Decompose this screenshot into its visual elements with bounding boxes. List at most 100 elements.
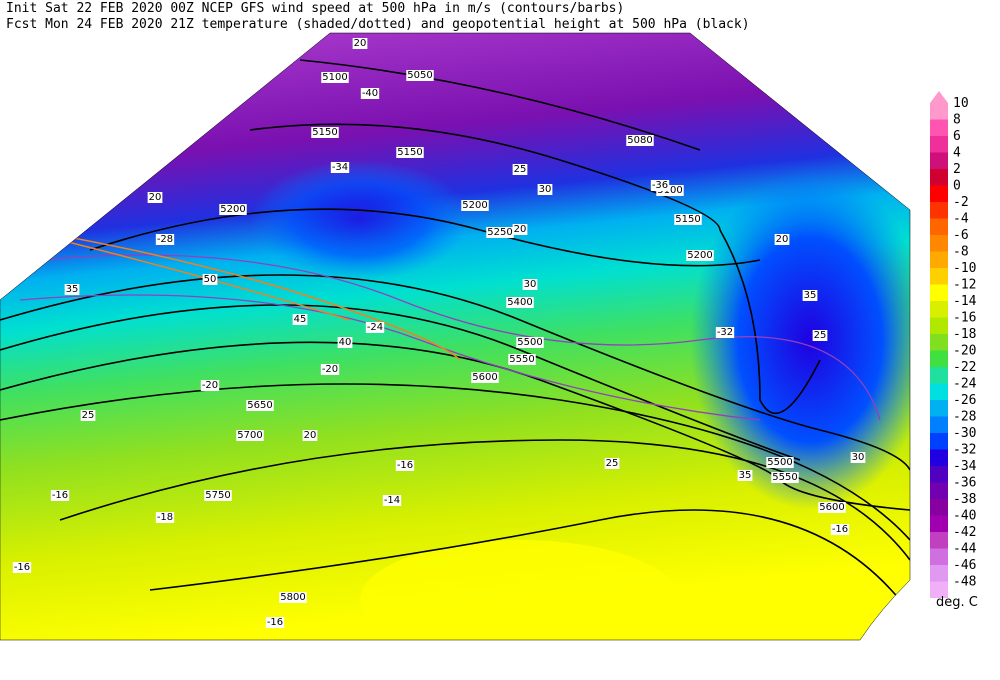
colorbar-tick-label: -42 xyxy=(953,525,976,540)
colorbar-tick-label: -34 xyxy=(953,459,977,474)
colorbar-swatch xyxy=(930,449,948,466)
colorbar-swatch xyxy=(930,433,948,450)
label-box xyxy=(155,512,175,523)
colorbar-tick-label: -24 xyxy=(953,377,977,392)
colorbar-tick-label: -16 xyxy=(953,311,976,326)
label-box xyxy=(50,490,70,501)
map-area xyxy=(0,33,910,640)
colorbar-swatch xyxy=(930,235,948,252)
wind-label: 20 xyxy=(149,192,162,203)
label-box xyxy=(812,330,828,341)
label-box xyxy=(650,180,670,191)
wind-label: 35 xyxy=(66,284,79,295)
label-box xyxy=(265,617,285,628)
header-line: Init Sat 22 FEB 2020 00Z NCEP GFS wind s… xyxy=(6,1,624,16)
colorbar-tick-label: -30 xyxy=(953,426,976,441)
height-label: 5600 xyxy=(819,502,844,513)
label-box xyxy=(818,502,846,513)
label-box xyxy=(830,524,850,535)
label-box xyxy=(219,204,247,215)
colorbar-tick-label: -28 xyxy=(953,410,976,425)
wind-label: 35 xyxy=(804,290,817,301)
label-box xyxy=(80,410,96,421)
colorbar-tick-label: 10 xyxy=(953,96,969,111)
label-box xyxy=(147,192,163,203)
colorbar-swatch xyxy=(930,350,948,367)
label-box xyxy=(508,354,536,365)
label-box xyxy=(512,224,528,235)
header-line: Fcst Mon 24 FEB 2020 21Z temperature (sh… xyxy=(6,17,750,32)
height-label: 5100 xyxy=(657,185,682,196)
temp-label: -20 xyxy=(322,364,338,375)
colorbar-arrow xyxy=(930,91,948,103)
wind-label: 20 xyxy=(304,430,317,441)
label-box xyxy=(626,135,654,146)
label-box xyxy=(360,88,380,99)
colorbar-swatch xyxy=(930,466,948,483)
wind-label: 30 xyxy=(524,279,537,290)
label-box xyxy=(850,452,866,463)
label-box xyxy=(522,279,538,290)
label-box xyxy=(512,164,528,175)
temp-label: -14 xyxy=(384,495,400,506)
colorbar-swatch xyxy=(930,317,948,334)
colorbar-tick-label: -26 xyxy=(953,393,976,408)
colorbar-swatch xyxy=(930,334,948,351)
wind-label: 20 xyxy=(514,224,527,235)
label-box xyxy=(337,337,353,348)
wind-label: 50 xyxy=(204,274,217,285)
temp-label: -34 xyxy=(332,162,348,173)
colorbar-swatch xyxy=(930,416,948,433)
height-label: 5500 xyxy=(767,457,792,468)
label-box xyxy=(302,430,318,441)
colorbar-swatch xyxy=(930,581,948,598)
colorbar-tick-label: -38 xyxy=(953,492,976,507)
wind-label: 35 xyxy=(739,470,752,481)
label-box xyxy=(12,562,32,573)
height-label: 5200 xyxy=(220,204,245,215)
height-label: 5500 xyxy=(517,337,542,348)
colorbar-tick-label: -48 xyxy=(953,575,976,590)
height-label: 5400 xyxy=(507,297,532,308)
wind-label: 25 xyxy=(514,164,527,175)
label-box xyxy=(321,72,349,83)
label-box xyxy=(715,327,735,338)
colorbar-tick-label: -10 xyxy=(953,261,976,276)
colorbar-tick-label: -20 xyxy=(953,344,976,359)
temp-label: -16 xyxy=(832,524,848,535)
label-box xyxy=(486,227,514,238)
label-box xyxy=(537,184,553,195)
label-box xyxy=(292,314,308,325)
colorbar-swatch xyxy=(930,548,948,565)
colorbar-tick-label: -40 xyxy=(953,509,976,524)
label-box xyxy=(516,337,544,348)
temp-label: -36 xyxy=(652,180,668,191)
colorbar-tick-label: -32 xyxy=(953,443,976,458)
temp-label: -32 xyxy=(717,327,733,338)
label-box xyxy=(204,490,232,501)
colorbar-swatch xyxy=(930,169,948,186)
label-box xyxy=(771,472,799,483)
label-box xyxy=(202,274,218,285)
label-box xyxy=(802,290,818,301)
wind-label: 25 xyxy=(814,330,827,341)
label-box xyxy=(674,214,702,225)
label-box xyxy=(200,380,220,391)
label-box xyxy=(236,430,264,441)
label-box xyxy=(246,400,274,411)
label-box xyxy=(365,322,385,333)
wind-label: 30 xyxy=(852,452,865,463)
label-box xyxy=(406,70,434,81)
label-box xyxy=(330,162,350,173)
label-box xyxy=(64,284,80,295)
wind-label: 30 xyxy=(539,184,552,195)
colorbar-tick-label: -8 xyxy=(953,245,969,260)
height-label: 5200 xyxy=(462,200,487,211)
height-label: 5100 xyxy=(322,72,347,83)
colorbar-tick-label: -12 xyxy=(953,278,976,293)
temp-label: -20 xyxy=(202,380,218,391)
colorbar-swatch xyxy=(930,499,948,516)
label-box xyxy=(395,460,415,471)
colorbar-swatch xyxy=(930,532,948,549)
